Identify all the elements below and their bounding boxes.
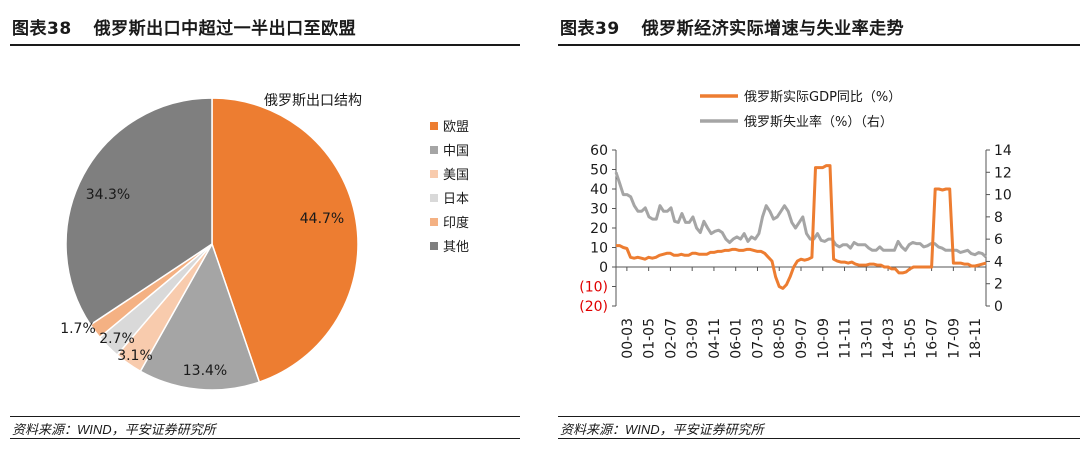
x-tick-label-16: 18-11 [968, 318, 984, 359]
x-tick-label-13: 15-05 [903, 318, 919, 359]
right-tick-label-0: 14 [994, 143, 1012, 159]
pie-legend-label-2: 美国 [443, 168, 469, 183]
left-tick-label-1: 50 [590, 163, 608, 179]
right-tick-label-6: 2 [994, 277, 1003, 293]
pie-slices-group [65, 97, 359, 391]
pie-legend-label-0: 欧盟 [443, 120, 469, 135]
x-tick-label-4: 04-11 [707, 318, 723, 359]
pie-data-label-4: 1.7% [60, 321, 96, 337]
x-tick-label-12: 14-03 [881, 318, 897, 359]
pie-labels-group: 44.7% 13.4% 3.1%2.7%1.7% 34.3% [60, 187, 344, 379]
pie-slice-5 [65, 97, 213, 326]
pie-legend-swatch-5 [430, 242, 438, 250]
pie-chart: 俄罗斯出口结构 44.7% 13.4% 3.1%2.7%1.7% 34.3% 欧盟中国… [60, 93, 469, 391]
figure-38-number: 图表38 [12, 19, 72, 39]
pie-data-label-0: 44.7% [300, 211, 344, 227]
pie-legend-swatch-4 [430, 218, 438, 226]
figure-39-bottom-rule-2 [558, 438, 1080, 439]
left-tick-label-6: 0 [599, 260, 608, 276]
pie-legend-swatch-3 [430, 194, 438, 202]
figure-39-panel: 图表39 俄罗斯经济实际增速与失业率走势 俄罗斯实际GDP同比（%） 俄罗斯失业率（… [548, 0, 1080, 453]
left-tick-label-4: 20 [590, 221, 608, 237]
pie-legend-swatch-0 [430, 122, 438, 130]
figure-38-top-rule [10, 44, 520, 46]
figure-39-bottom-rule [558, 416, 1080, 417]
figure-39-source: 资料来源：WIND，平安证券研究所 [560, 422, 764, 437]
pie-data-label-2: 3.1% [117, 348, 153, 364]
x-tick-label-5: 06-01 [729, 318, 745, 359]
pie-chart-title: 俄罗斯出口结构 [264, 93, 362, 109]
pie-legend-label-5: 其他 [443, 240, 469, 255]
line-legend: 俄罗斯实际GDP同比（%） 俄罗斯失业率（%）（右） [700, 90, 901, 130]
left-tick-label-0: 60 [590, 143, 608, 159]
figure-38-bottom-rule [10, 416, 520, 417]
left-tick-label-5: 10 [590, 241, 608, 257]
x-tick-label-11: 13-01 [859, 318, 875, 359]
pie-slice-1 [139, 242, 261, 391]
left-tick-label-7: (10) [579, 280, 608, 296]
line-series-1 [614, 171, 988, 259]
line-legend-label-1: 俄罗斯失业率（%）（右） [744, 114, 893, 130]
x-tick-label-7: 08-05 [772, 318, 788, 359]
figure-38-caption: 俄罗斯出口中超过一半出口至欧盟 [93, 19, 357, 39]
figure-38-panel: 图表38 俄罗斯出口中超过一半出口至欧盟 俄罗斯出口结构 44.7% 13.4% 3.… [0, 0, 520, 453]
pie-slice-0 [211, 97, 359, 384]
figure-38-title: 图表38 俄罗斯出口中超过一半出口至欧盟 [12, 14, 356, 40]
pie-legend-swatch-2 [430, 170, 438, 178]
figure-38-source: 资料来源：WIND，平安证券研究所 [12, 422, 216, 437]
pie-legend-swatch-1 [430, 146, 438, 154]
pie-legend-label-4: 印度 [443, 215, 469, 231]
pie-data-label-5: 34.3% [86, 187, 130, 203]
right-tick-label-2: 10 [994, 188, 1012, 204]
x-tick-label-3: 03-09 [685, 318, 701, 359]
line-chart: 俄罗斯实际GDP同比（%）俄罗斯失业率（%）（右） 6050403020100(… [579, 90, 1012, 359]
x-tick-label-14: 16-07 [925, 318, 941, 359]
figure-39-caption: 俄罗斯经济实际增速与失业率走势 [641, 19, 905, 39]
figure-38-bottom-rule-2 [10, 438, 520, 439]
left-tick-label-3: 30 [590, 202, 608, 218]
right-tick-label-5: 4 [994, 254, 1003, 270]
line-legend-label-0: 俄罗斯实际GDP同比（%） [744, 90, 901, 105]
x-tick-label-9: 10-09 [816, 318, 832, 359]
right-tick-label-4: 6 [994, 232, 1003, 248]
pie-legend-label-3: 日本 [443, 192, 469, 207]
left-tick-label-2: 40 [590, 182, 608, 198]
right-tick-label-3: 8 [994, 210, 1003, 226]
x-tick-label-15: 17-09 [946, 318, 962, 359]
x-tick-label-2: 02-07 [663, 318, 679, 359]
right-tick-label-7: 0 [994, 299, 1003, 315]
pie-data-label-1: 13.4% [183, 363, 227, 379]
figure-39-top-rule [558, 44, 1080, 46]
x-tick-label-10: 11-11 [838, 318, 854, 359]
pie-legend-label-1: 中国 [443, 144, 469, 159]
right-tick-label-1: 12 [994, 165, 1012, 181]
x-tick-label-1: 01-05 [642, 318, 658, 359]
left-tick-label-8: (20) [579, 299, 608, 315]
line-series-0 [616, 164, 987, 290]
figure-39-number: 图表39 [560, 19, 620, 39]
figure-39-title: 图表39 俄罗斯经济实际增速与失业率走势 [560, 14, 904, 40]
line-series-group [614, 164, 988, 290]
x-tick-label-0: 00-03 [620, 318, 636, 359]
x-tick-label-8: 09-07 [794, 318, 810, 359]
pie-data-label-3: 2.7% [99, 331, 135, 347]
x-tick-label-6: 07-03 [750, 318, 766, 359]
